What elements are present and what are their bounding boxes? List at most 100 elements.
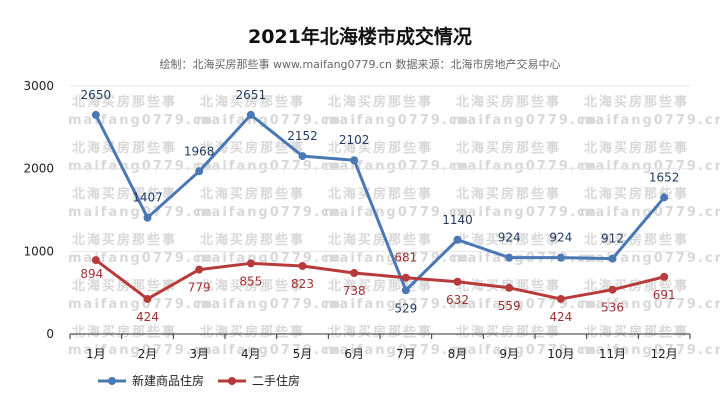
x-tick-label: 8月 [448,347,468,361]
watermark-url: maifang0779.cn [324,113,470,128]
watermark-url: maifang0779.cn [68,159,214,174]
watermark-url: maifang0779.cn [68,343,214,358]
watermark-text: 北海买房那些事 [456,232,561,248]
y-tick-label: 3000 [23,79,54,93]
x-tick-label: 4月 [241,347,261,361]
y-tick-label: 2000 [23,162,54,176]
data-point [195,265,204,274]
watermark-url: maifang0779.cn [324,205,470,220]
x-tick-label: 10月 [547,347,574,361]
data-label-series-2: 424 [549,310,572,324]
data-point [195,167,204,176]
watermark-text: 北海买房那些事 [584,324,689,340]
watermark-url: maifang0779.cn [452,343,598,358]
data-label-series-2: 632 [446,293,469,307]
chart-subtitle: 绘制：北海买房那些事 www.maifang0779.cn 数据来源：北海市房地… [159,58,561,71]
x-tick-label: 6月 [344,347,364,361]
grid-lines [70,85,690,252]
watermark-text: 北海买房那些事 [200,186,305,202]
data-label-series-1: 2651 [236,88,267,102]
x-tick-label: 1月 [86,347,106,361]
watermark-text: 北海买房那些事 [456,94,561,110]
data-point [556,253,565,262]
data-point [91,256,100,265]
watermark-text: 北海买房那些事 [584,232,689,248]
series-line-2 [94,258,665,301]
watermark-text: 北海买房那些事 [456,186,561,202]
watermark-text: 北海买房那些事 [72,94,177,110]
data-point [246,259,255,268]
watermark-url: maifang0779.cn [580,343,720,358]
data-label-series-1: 1407 [132,191,163,205]
data-label-series-1: 912 [601,232,624,246]
data-point [143,294,152,303]
series-line-1 [94,113,666,292]
watermark-text: 北海买房那些事 [584,94,689,110]
x-tick-label: 2月 [138,347,158,361]
data-point [556,294,565,303]
data-point [350,268,359,277]
data-point [608,254,617,263]
data-point [453,235,462,244]
watermark-url: maifang0779.cn [580,159,720,174]
watermark-url: maifang0779.cn [196,159,342,174]
watermark-text: 北海买房那些事 [328,140,433,156]
y-tick-label: 0 [46,327,54,341]
watermark-url: maifang0779.cn [196,113,342,128]
watermark-url: maifang0779.cn [196,343,342,358]
watermark-text: 北海买房那些事 [200,324,305,340]
watermark-url: maifang0779.cn [68,113,214,128]
watermark-url: maifang0779.cn [196,297,342,312]
data-point [298,152,307,161]
watermark-text: 北海买房那些事 [328,324,433,340]
data-labels: 2650 1407 1968 2651 2152 2102 529 1140 924 924 912… [80,88,679,324]
data-label-series-2: 559 [498,299,521,313]
data-point [453,277,462,286]
data-label-series-1: 2650 [81,88,112,102]
data-label-series-1: 2152 [287,129,318,143]
watermark-layer: 北海买房那些事 maifang0779.cn 北海买房那些事 maifang0779.… [68,94,720,358]
x-tick-label: 11月 [599,347,626,361]
watermark-text: 北海买房那些事 [200,94,305,110]
data-point [350,156,359,165]
watermark-text: 北海买房那些事 [584,140,689,156]
chart-title: 2021年北海楼市成交情况 [248,26,472,48]
watermark-url: maifang0779.cn [580,297,720,312]
watermark-url: maifang0779.cn [452,113,598,128]
watermark-text: 北海买房那些事 [72,278,177,294]
watermark-text: 北海买房那些事 [200,278,305,294]
watermark-text: 北海买房那些事 [200,232,305,248]
watermark-text: 北海买房那些事 [328,94,433,110]
data-point [246,110,255,119]
watermark-url: maifang0779.cn [324,297,470,312]
data-label-series-2: 681 [394,251,417,265]
watermark-text: 北海买房那些事 [456,324,561,340]
legend-label: 新建商品住房 [132,373,204,388]
data-label-series-1: 924 [549,231,572,245]
watermark-url: maifang0779.cn [580,113,720,128]
watermark-text: 北海买房那些事 [72,186,177,202]
watermark-text: 北海买房那些事 [328,232,433,248]
x-tick-label: 3月 [189,347,209,361]
watermark-text: 北海买房那些事 [72,140,177,156]
watermark-text: 北海买房那些事 [328,186,433,202]
watermark-url: maifang0779.cn [452,159,598,174]
data-label-series-2: 424 [136,310,159,324]
watermark-url: maifang0779.cn [452,205,598,220]
data-label-series-2: 738 [343,284,366,298]
data-point [505,253,514,262]
data-label-series-2: 855 [239,274,262,288]
watermark-text: 北海买房那些事 [584,186,689,202]
data-label-series-1: 1968 [184,144,215,158]
data-label-series-2: 894 [80,267,103,281]
watermark-url: maifang0779.cn [452,297,598,312]
series-layer [91,110,669,303]
data-point [608,285,617,294]
data-label-series-1: 924 [498,231,521,245]
x-tick-label: 7月 [396,347,416,361]
axes: 0 1000 2000 3000 1月 2月 3月 4月 5月 6月 7月 8月 9月 10月 11月 12月 [23,79,691,361]
data-point [91,110,100,119]
watermark-text: 北海买房那些事 [456,140,561,156]
data-label-series-1: 1140 [442,213,473,227]
data-point [401,273,410,282]
